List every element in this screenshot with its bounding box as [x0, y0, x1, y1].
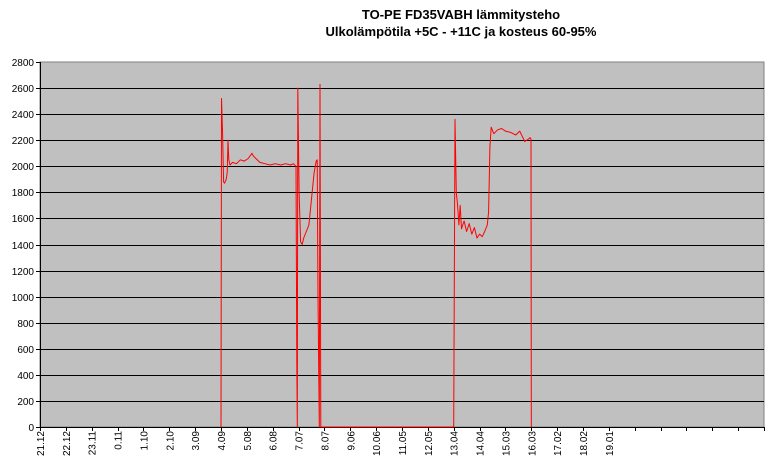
x-tick-label: 22.12: [62, 431, 73, 456]
plot-background: [39, 61, 765, 428]
y-tick-label: 1400: [12, 241, 35, 252]
y-tick-label: 800: [17, 319, 34, 330]
chart-title: TO-PE FD35VABH lämmitysteho: [361, 7, 561, 22]
x-tick-label: 7.07: [295, 431, 306, 451]
x-tick-label: 19.01: [605, 431, 616, 456]
x-tick-label: 3.09: [191, 431, 202, 451]
x-tick-label: 15.03: [501, 431, 512, 456]
chart-title-block: TO-PE FD35VABH lämmitysteho Ulkolämpötil…: [0, 6, 772, 40]
y-tick-label: 1800: [12, 188, 35, 199]
x-tick-label: 0.11: [114, 431, 125, 450]
x-tick-label: 23.11: [88, 431, 99, 456]
y-tick-label: 1600: [12, 214, 35, 225]
x-tick-label: 21.12: [36, 431, 47, 456]
y-tick-label: 0: [28, 423, 34, 434]
x-tick-label: 17.02: [553, 431, 564, 456]
x-tick-label: 9.06: [346, 431, 357, 451]
x-tick-label: 1.10: [139, 431, 150, 451]
x-tick-label: 16.03: [527, 431, 538, 456]
y-tick-label: 200: [17, 397, 34, 408]
x-tick-label: 5.08: [243, 431, 254, 451]
x-tick-label: 6.08: [269, 431, 280, 451]
y-tick-label: 2800: [12, 58, 35, 69]
y-tick-label: 1000: [12, 293, 35, 304]
x-tick-label: 2.10: [165, 431, 176, 451]
series-line-0: [220, 83, 532, 428]
y-tick-label: 2000: [12, 162, 35, 173]
x-tick-label: 8.07: [320, 431, 331, 451]
y-tick-label: 1200: [12, 267, 35, 278]
y-tick-label: 600: [17, 345, 34, 356]
y-tick-label: 2200: [12, 136, 35, 147]
x-tick-label: 18.02: [579, 431, 590, 456]
y-tick-label: 2600: [12, 84, 35, 95]
x-tick-label: 11.05: [398, 431, 409, 456]
x-tick-label: 14.04: [476, 431, 487, 456]
x-tick-label: 10.06: [372, 431, 383, 456]
x-tick-label: 4.09: [217, 431, 228, 451]
y-tick-label: 400: [17, 371, 34, 382]
x-tick-label: 12.05: [424, 431, 435, 456]
plot-area: 0 200 400 600 800 1000 1200 1400 1600 1800 2000 220…: [12, 58, 765, 456]
y-tick-label: 2400: [12, 110, 35, 121]
x-tick-label: 13.04: [450, 431, 461, 456]
chart-subtitle: Ulkolämpötila +5C - +11C ja kosteus 60-9…: [325, 24, 597, 39]
